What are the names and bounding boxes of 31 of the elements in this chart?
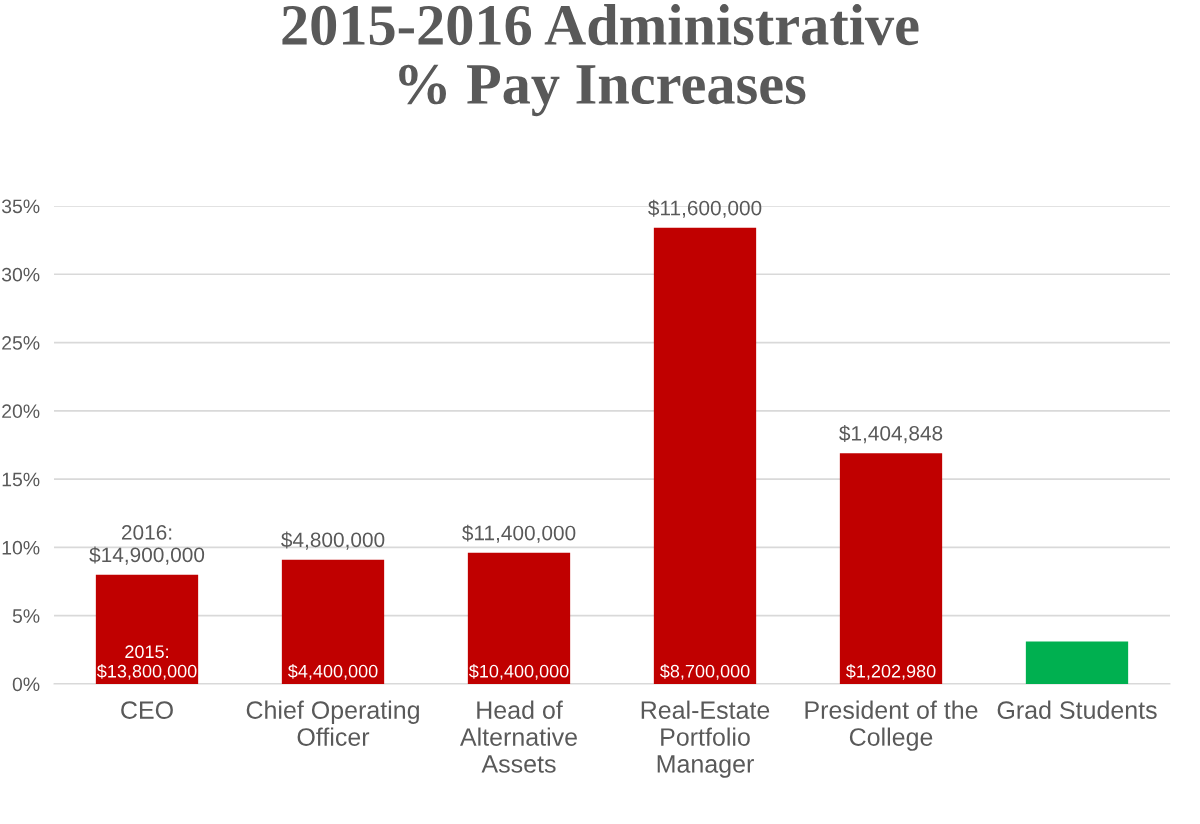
bar bbox=[467, 552, 571, 684]
x-tick-label: Head of Alternative Assets bbox=[460, 700, 577, 773]
annotation: $10,400,000 bbox=[469, 664, 569, 680]
x-tick-label: Grad Students bbox=[997, 700, 1157, 719]
bar bbox=[839, 453, 943, 684]
bar bbox=[281, 559, 385, 684]
y-tick-label: 30% bbox=[1, 267, 40, 282]
annotation: $11,600,000 bbox=[648, 199, 762, 218]
y-tick-label: 20% bbox=[2, 404, 40, 419]
annotation: 2015: $13,800,000 bbox=[97, 645, 197, 680]
x-tick-label: President of the College bbox=[805, 700, 978, 751]
y-tick-label: 35% bbox=[1, 199, 40, 214]
chart-title: 2015-2016 Administrative % Pay Increases bbox=[282, 4, 919, 117]
x-tick-label: CEO bbox=[121, 701, 173, 719]
bar bbox=[653, 227, 757, 684]
annotation: $1,404,848 bbox=[839, 425, 943, 444]
annotation: $8,700,000 bbox=[660, 664, 750, 680]
bar bbox=[1025, 641, 1129, 684]
annotation: $4,800,000 bbox=[281, 531, 385, 550]
annotation: $4,400,000 bbox=[288, 664, 378, 680]
annotation: $1,202,980 bbox=[846, 664, 936, 680]
x-tick-label: Chief Operating Officer bbox=[246, 700, 419, 746]
y-tick-label: 0% bbox=[12, 677, 40, 692]
annotation: $11,400,000 bbox=[462, 524, 576, 543]
y-tick-label: 5% bbox=[12, 609, 40, 623]
y-tick-label: 15% bbox=[2, 472, 40, 487]
y-tick-label: 25% bbox=[2, 336, 40, 350]
annotation: 2016: $14,900,000 bbox=[89, 525, 205, 565]
x-tick-label: Real-Estate Portfolio Manager bbox=[641, 700, 770, 778]
bar bbox=[95, 574, 199, 684]
y-tick-label: 10% bbox=[2, 540, 40, 555]
